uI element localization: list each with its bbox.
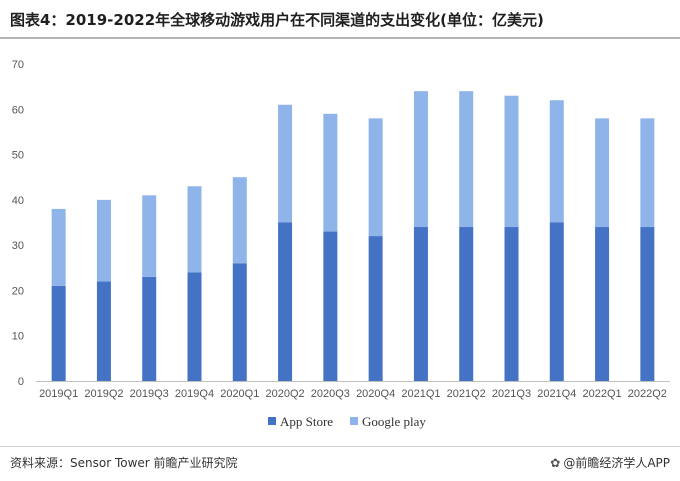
logo-icon: ✿	[550, 456, 561, 470]
x-tick-label: 2020Q1	[220, 388, 259, 400]
bar-series	[51, 91, 655, 381]
legend: App Store Google play	[268, 414, 426, 429]
y-tick-label: 50	[12, 150, 24, 162]
x-tick-label: 2019Q3	[130, 388, 169, 400]
bar-google-play-2021Q1	[413, 91, 428, 228]
x-tick-label: 2020Q3	[311, 388, 350, 400]
legend-swatch-google-play	[350, 417, 358, 425]
footer-divider	[0, 446, 680, 447]
bar-app-store-2020Q2	[278, 222, 293, 381]
footer: 资料来源：Sensor Tower 前瞻产业研究院 ✿ @前瞻经济学人APP	[0, 450, 680, 476]
bar-google-play-2019Q2	[96, 199, 111, 282]
title-divider	[0, 37, 680, 39]
x-tick-label: 2019Q4	[175, 388, 214, 400]
y-tick-label: 20	[12, 285, 24, 297]
bar-google-play-2019Q1	[51, 208, 66, 286]
bar-google-play-2022Q2	[640, 118, 655, 228]
stacked-bar-chart: 0 10 20 30 40 50 60 70 2019Q1 2019Q2 2019Q3 2019Q4…	[12, 59, 670, 429]
x-tick-label: 2019Q1	[39, 388, 78, 400]
bar-google-play-2021Q4	[549, 100, 564, 223]
brand-text: @前瞻经济学人APP	[563, 456, 670, 470]
legend-label-app-store: App Store	[280, 414, 333, 429]
bar-app-store-2022Q1	[595, 227, 610, 381]
y-tick-label: 70	[12, 59, 24, 71]
chart-title: 图表4：2019-2022年全球移动游戏用户在不同渠道的支出变化(单位：亿美元)	[10, 11, 544, 29]
x-tick-label: 2020Q4	[356, 388, 395, 400]
bar-app-store-2021Q4	[549, 222, 564, 381]
bar-app-store-2019Q2	[96, 281, 111, 381]
y-axis-ticks: 0 10 20 30 40 50 60 70	[12, 59, 24, 388]
y-tick-label: 30	[12, 240, 24, 252]
legend-label-google-play: Google play	[362, 414, 426, 429]
x-axis-ticks: 2019Q1 2019Q2 2019Q3 2019Q4 2020Q1 2020Q2 2020…	[39, 388, 667, 400]
x-tick-label: 2021Q4	[537, 388, 576, 400]
bar-google-play-2021Q2	[459, 91, 474, 228]
bar-google-play-2020Q1	[232, 177, 247, 264]
bar-google-play-2022Q1	[595, 118, 610, 228]
legend-swatch-app-store	[268, 417, 276, 425]
bar-google-play-2020Q2	[278, 104, 293, 223]
y-tick-label: 0	[18, 376, 24, 388]
y-tick-label: 40	[12, 195, 24, 207]
y-tick-label: 60	[12, 104, 24, 116]
x-tick-label: 2021Q3	[492, 388, 531, 400]
x-tick-label: 2021Q1	[401, 388, 440, 400]
x-tick-label: 2019Q2	[84, 388, 123, 400]
bar-app-store-2021Q3	[504, 227, 519, 381]
bar-app-store-2019Q4	[187, 272, 202, 381]
bar-google-play-2019Q3	[142, 195, 157, 277]
bar-app-store-2020Q3	[323, 231, 338, 381]
bar-app-store-2019Q1	[51, 285, 66, 381]
brand-credit: ✿ @前瞻经济学人APP	[550, 454, 670, 471]
bar-google-play-2021Q3	[504, 95, 519, 228]
bar-app-store-2022Q2	[640, 227, 655, 381]
x-tick-label: 2021Q2	[447, 388, 486, 400]
bar-app-store-2020Q1	[232, 263, 247, 381]
bar-app-store-2021Q1	[413, 227, 428, 381]
bar-google-play-2020Q4	[368, 118, 383, 237]
bar-google-play-2019Q4	[187, 186, 202, 273]
bar-google-play-2020Q3	[323, 113, 338, 232]
x-tick-label: 2022Q1	[582, 388, 621, 400]
bar-app-store-2020Q4	[368, 236, 383, 381]
bar-app-store-2021Q2	[459, 227, 474, 381]
bar-app-store-2019Q3	[142, 276, 157, 381]
source-note: 资料来源：Sensor Tower 前瞻产业研究院	[10, 456, 238, 470]
y-tick-label: 10	[12, 331, 24, 343]
x-tick-label: 2020Q2	[265, 388, 304, 400]
x-tick-label: 2022Q2	[628, 388, 667, 400]
